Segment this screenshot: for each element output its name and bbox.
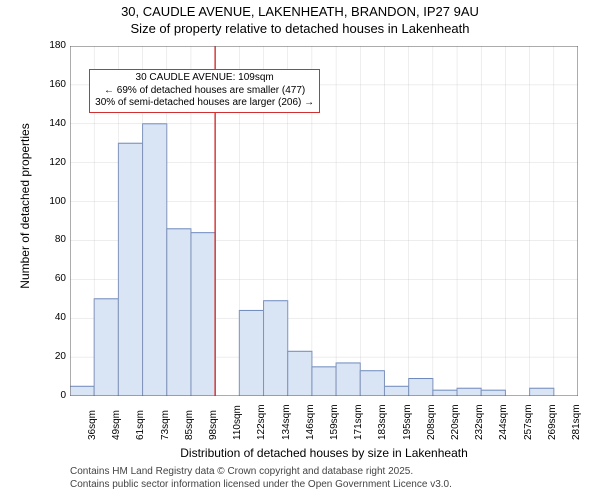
histogram-bar (409, 379, 433, 397)
y-tick-label: 0 (38, 390, 66, 401)
histogram-bar (360, 371, 384, 396)
y-tick-label: 20 (38, 351, 66, 362)
histogram-bar (264, 301, 288, 396)
y-tick-label: 40 (38, 312, 66, 323)
histogram-bar (530, 388, 554, 396)
chart-title: 30, CAUDLE AVENUE, LAKENHEATH, BRANDON, … (0, 4, 600, 38)
callout-line3: 30% of semi-detached houses are larger (… (95, 97, 314, 108)
x-tick-label: 208sqm (426, 404, 437, 440)
x-tick-label: 183sqm (377, 404, 388, 440)
y-tick-label: 180 (38, 40, 66, 51)
x-tick-label: 159sqm (329, 404, 340, 440)
histogram-bar (336, 363, 360, 396)
histogram-bar (118, 143, 142, 396)
histogram-bar (288, 351, 312, 396)
histogram-bar (191, 233, 215, 396)
footnote-line1: Contains HM Land Registry data © Crown c… (70, 466, 413, 477)
x-tick-label: 195sqm (402, 404, 413, 440)
x-tick-label: 269sqm (547, 404, 558, 440)
x-axis-label: Distribution of detached houses by size … (70, 446, 578, 460)
histogram-bar (457, 388, 481, 396)
y-tick-label: 160 (38, 79, 66, 90)
y-tick-label: 60 (38, 273, 66, 284)
x-tick-label: 281sqm (571, 404, 582, 440)
histogram-bar (239, 310, 263, 396)
callout-line1: 30 CAUDLE AVENUE: 109sqm (136, 72, 274, 83)
histogram-bar (167, 229, 191, 396)
histogram-bar (143, 124, 167, 396)
x-tick-label: 171sqm (353, 404, 364, 440)
x-tick-label: 232sqm (474, 404, 485, 440)
x-tick-label: 146sqm (305, 404, 316, 440)
footnote-line2: Contains public sector information licen… (70, 479, 452, 490)
x-tick-label: 220sqm (450, 404, 461, 440)
histogram-bar (94, 299, 118, 396)
y-tick-label: 100 (38, 196, 66, 207)
title-line1: 30, CAUDLE AVENUE, LAKENHEATH, BRANDON, … (121, 4, 479, 19)
marker-callout: 30 CAUDLE AVENUE: 109sqm ← 69% of detach… (89, 69, 320, 113)
y-axis-label: Number of detached properties (18, 101, 32, 311)
x-tick-label: 73sqm (160, 410, 171, 440)
x-tick-label: 244sqm (498, 404, 509, 440)
histogram-bar (481, 390, 505, 396)
histogram-bar (312, 367, 336, 396)
title-line2: Size of property relative to detached ho… (131, 21, 470, 36)
x-tick-label: 134sqm (281, 404, 292, 440)
x-tick-label: 257sqm (523, 404, 534, 440)
histogram-bar (433, 390, 457, 396)
histogram-bar (70, 386, 94, 396)
x-tick-label: 49sqm (111, 410, 122, 440)
y-tick-label: 120 (38, 157, 66, 168)
footnote: Contains HM Land Registry data © Crown c… (70, 466, 578, 491)
x-tick-label: 61sqm (135, 410, 146, 440)
histogram-bar (384, 386, 408, 396)
y-tick-label: 140 (38, 118, 66, 129)
x-tick-label: 98sqm (208, 410, 219, 440)
x-tick-label: 122sqm (256, 404, 267, 440)
x-tick-label: 36sqm (87, 410, 98, 440)
callout-line2: ← 69% of detached houses are smaller (47… (104, 85, 305, 96)
x-tick-label: 110sqm (232, 405, 243, 440)
y-tick-label: 80 (38, 234, 66, 245)
x-tick-label: 85sqm (184, 410, 195, 440)
